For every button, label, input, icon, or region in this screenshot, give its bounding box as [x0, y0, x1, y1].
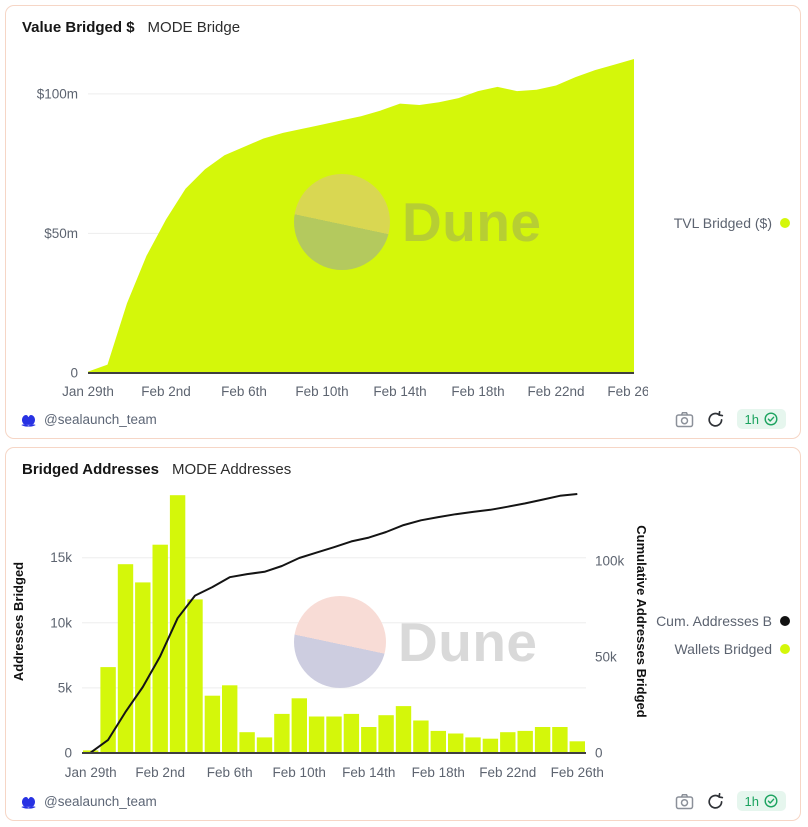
x-tick-label: Feb 22nd [479, 765, 536, 780]
value-bridged-panel: Value Bridged $ MODE Bridge 0 $50m $100m Ja… [5, 5, 801, 439]
y-tick-label-left: 15k [50, 550, 72, 565]
bar [169, 495, 186, 753]
bar [308, 716, 325, 753]
y-tick-label-right: 50k [595, 650, 617, 665]
bar [100, 667, 116, 753]
bar [256, 737, 273, 753]
x-tick-label: Feb 18th [451, 384, 504, 399]
bar [430, 730, 446, 753]
y-tick-label-left: 0 [64, 746, 72, 761]
cumulative-line-series [90, 493, 578, 754]
author-handle-link[interactable]: @sealaunch_team [44, 793, 157, 809]
bar [448, 733, 464, 753]
legend-label: Wallets Bridged [674, 641, 772, 657]
x-tick-label: Feb 26th [551, 765, 604, 780]
bar [534, 727, 551, 753]
bridged-addresses-chart: 0 5k 10k 15k 0 50k 100k Jan 29th Feb 2nd Feb 6th F… [11, 493, 649, 780]
panel-footer: @sealaunch_team 1h [6, 408, 800, 438]
x-tick-label: Jan 29th [65, 765, 117, 780]
value-bridged-chart-area: 0 $50m $100m Jan 29th Feb 2nd Feb 6th Feb 10th… [6, 38, 661, 408]
tvl-area-series [88, 59, 634, 373]
bar [135, 582, 151, 753]
check-circle-icon [764, 794, 778, 808]
x-tick-label: Feb 6th [207, 765, 253, 780]
bar [187, 599, 203, 753]
bar [361, 727, 377, 753]
legend: TVL Bridged ($) [648, 38, 800, 408]
bar [204, 695, 221, 753]
x-tick-label: Feb 22nd [527, 384, 584, 399]
bar [413, 720, 429, 753]
author-handle-link[interactable]: @sealaunch_team [44, 411, 157, 427]
bar [378, 715, 394, 753]
x-tick-label: Jan 29th [62, 384, 114, 399]
x-tick-label: Feb 14th [373, 384, 426, 399]
legend-item-tvl-bridged: TVL Bridged ($) [648, 215, 790, 231]
bar [239, 732, 255, 753]
check-circle-icon [764, 412, 778, 426]
y-tick-label-left: 10k [50, 615, 72, 630]
legend-label: TVL Bridged ($) [673, 215, 772, 231]
bar [222, 685, 238, 753]
x-tick-label: Feb 6th [221, 384, 267, 399]
y-tick-label: 0 [70, 366, 78, 381]
x-tick-label: Feb 2nd [141, 384, 191, 399]
bar [552, 727, 568, 753]
legend-dot-icon [780, 616, 790, 626]
refresh-status-badge[interactable]: 1h [736, 791, 786, 811]
camera-icon[interactable] [675, 411, 694, 428]
y-tick-label-right: 100k [595, 554, 625, 569]
x-tick-label: Feb 26th [607, 384, 648, 399]
bar [395, 706, 412, 753]
value-bridged-header: Value Bridged $ MODE Bridge [6, 6, 800, 38]
refresh-status-badge[interactable]: 1h [736, 409, 786, 429]
y-tick-label-right: 0 [595, 746, 603, 761]
legend-label: Cum. Addresses B [656, 613, 772, 629]
x-tick-label: Feb 10th [295, 384, 348, 399]
panel-subtitle: MODE Bridge [147, 19, 241, 36]
bar [482, 738, 499, 753]
bar [517, 730, 533, 753]
bar [343, 713, 360, 753]
x-tick-label: Feb 18th [412, 765, 465, 780]
refresh-age-label: 1h [744, 793, 759, 809]
legend-item-cum-addresses: Cum. Addresses B [648, 613, 790, 629]
panel-title: Value Bridged $ [22, 19, 135, 36]
panel-title: Bridged Addresses [22, 461, 159, 478]
right-axis-title: Cumulative Addresses Bridged [634, 525, 648, 717]
x-tick-label: Feb 10th [273, 765, 326, 780]
camera-icon[interactable] [675, 793, 694, 810]
y-tick-label-left: 5k [58, 680, 73, 695]
refresh-icon[interactable] [707, 410, 724, 428]
refresh-age-label: 1h [744, 411, 759, 427]
value-bridged-chart: 0 $50m $100m Jan 29th Feb 2nd Feb 6th Feb 10th… [37, 59, 661, 399]
y-tick-label: $100m [37, 86, 78, 101]
panel-subtitle: MODE Addresses [172, 461, 292, 478]
left-axis-title: Addresses Bridged [11, 562, 26, 681]
legend-dot-icon [780, 218, 790, 228]
x-tick-label: Feb 2nd [135, 765, 185, 780]
wallets-bridged-bars [83, 495, 585, 753]
sealaunch-logo-icon [21, 796, 36, 809]
bar [117, 564, 134, 753]
refresh-icon[interactable] [707, 792, 724, 810]
bar [152, 544, 168, 753]
bar [465, 737, 481, 753]
bar [500, 732, 516, 753]
bar [274, 713, 290, 753]
bar [291, 698, 307, 753]
sealaunch-logo-icon [21, 414, 36, 427]
legend: Cum. Addresses B Wallets Bridged [648, 480, 800, 790]
x-tick-label: Feb 14th [342, 765, 395, 780]
bridged-addresses-chart-area: 0 5k 10k 15k 0 50k 100k Jan 29th Feb 2nd Feb 6th F… [6, 480, 649, 790]
panel-footer: @sealaunch_team 1h [6, 790, 800, 820]
bridged-addresses-header: Bridged Addresses MODE Addresses [6, 448, 800, 480]
bridged-addresses-panel: Bridged Addresses MODE Addresses 0 5k 10k 1… [5, 447, 801, 821]
y-tick-label: $50m [44, 226, 78, 241]
bar [326, 716, 342, 753]
bar [569, 741, 585, 753]
legend-dot-icon [780, 644, 790, 654]
legend-item-wallets-bridged: Wallets Bridged [648, 641, 790, 657]
